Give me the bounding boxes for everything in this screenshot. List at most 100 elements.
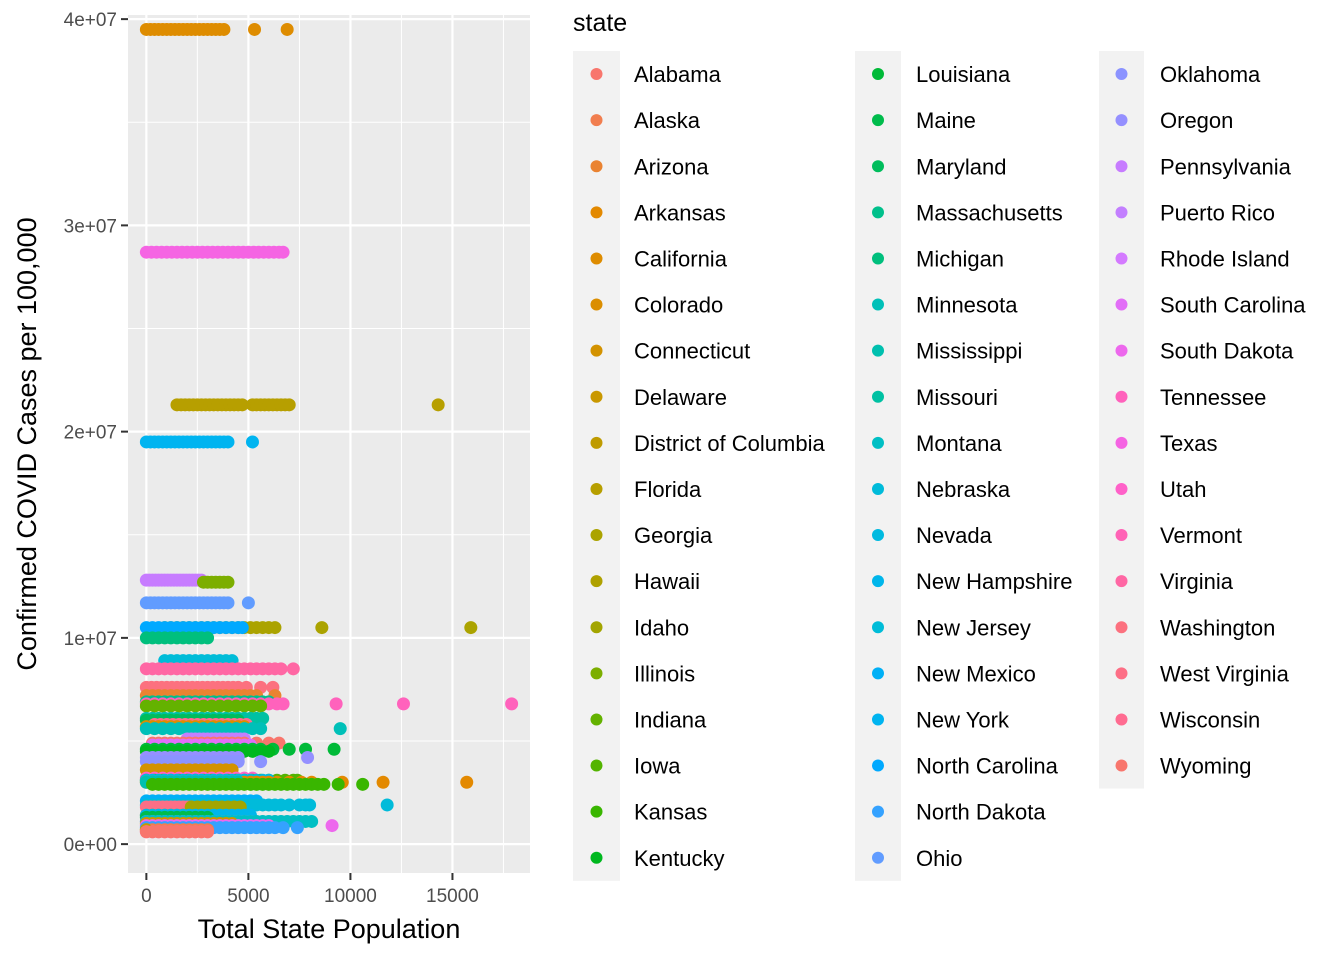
data-point <box>276 697 290 711</box>
legend-key <box>872 298 884 311</box>
legend-key <box>590 298 603 311</box>
legend-key <box>1115 390 1128 403</box>
data-point <box>431 398 445 412</box>
legend-key <box>1115 621 1128 634</box>
legend-key <box>1115 759 1128 772</box>
x-axis-ticks: 0 5000 10000 15000 <box>141 873 479 907</box>
legend-key-background <box>1099 51 1144 789</box>
legend-key <box>590 621 603 634</box>
legend-label: Virginia <box>1160 569 1234 594</box>
legend-label: Colorado <box>634 293 723 318</box>
y-axis-title: Confirmed COVID Cases per 100,000 <box>12 217 42 670</box>
data-point <box>315 621 329 635</box>
legend-key <box>872 759 884 772</box>
data-point <box>286 662 300 676</box>
legend-key <box>872 529 884 542</box>
legend-key <box>590 160 603 173</box>
x-tick-label: 5000 <box>227 886 269 907</box>
legend-key <box>1115 713 1128 726</box>
legend-key <box>1115 114 1128 127</box>
legend-key <box>590 667 603 680</box>
legend-label: Hawaii <box>634 569 700 594</box>
legend-key <box>872 252 884 265</box>
legend-label: Montana <box>916 431 1002 456</box>
legend-label: Massachusetts <box>916 200 1063 225</box>
legend: Alabama Alaska Arizona Arkansas California Co… <box>573 51 1306 881</box>
legend-label: Maryland <box>916 154 1006 179</box>
legend-label: New York <box>916 707 1010 732</box>
legend-key <box>590 482 603 495</box>
legend-label: New Mexico <box>916 661 1036 686</box>
legend-key <box>872 436 884 449</box>
data-point <box>290 821 304 835</box>
data-point <box>460 775 474 789</box>
legend-key <box>872 344 884 357</box>
legend-key <box>1115 206 1128 219</box>
legend-key <box>590 436 603 449</box>
data-point <box>235 621 249 635</box>
y-axis-ticks: 0e+00 1e+07 2e+07 3e+07 4e+07 <box>64 10 128 856</box>
data-point <box>221 435 235 449</box>
legend-key <box>872 575 884 588</box>
legend-label: Delaware <box>634 385 727 410</box>
legend-key <box>872 68 884 81</box>
data-point <box>274 662 288 676</box>
legend-label: North Carolina <box>916 754 1059 779</box>
legend-key <box>590 114 603 127</box>
legend-label: South Carolina <box>1160 293 1306 318</box>
legend-key <box>872 713 884 726</box>
legend-label: Missouri <box>916 385 998 410</box>
legend-label: Rhode Island <box>1160 246 1290 271</box>
grid-minor-lines <box>128 15 530 873</box>
legend-label: Tennessee <box>1160 385 1266 410</box>
legend-key <box>590 805 603 818</box>
legend-label: Illinois <box>634 661 695 686</box>
data-point <box>268 621 282 635</box>
data-point <box>327 742 341 756</box>
legend-key <box>1115 252 1128 265</box>
legend-key <box>1115 436 1128 449</box>
legend-key <box>872 805 884 818</box>
legend-key <box>590 851 603 864</box>
legend-label: Alaska <box>634 108 701 133</box>
legend-key <box>590 68 603 81</box>
legend-key <box>590 529 603 542</box>
data-point <box>201 631 215 645</box>
legend-label: North Dakota <box>916 800 1046 825</box>
legend-key <box>590 344 603 357</box>
legend-label: Oregon <box>1160 108 1233 133</box>
data-point <box>241 596 255 610</box>
data-point <box>505 697 519 711</box>
data-point <box>235 398 249 412</box>
legend-key <box>1115 344 1128 357</box>
x-tick-label: 15000 <box>426 886 479 907</box>
data-point <box>303 798 317 812</box>
legend-label: Kansas <box>634 800 707 825</box>
legend-label: Iowa <box>634 754 681 779</box>
data-point <box>380 798 394 812</box>
data-point <box>280 22 294 36</box>
legend-label: Arkansas <box>634 200 726 225</box>
data-point <box>276 245 290 259</box>
legend-key <box>590 390 603 403</box>
legend-key <box>1115 482 1128 495</box>
legend-label: Minnesota <box>916 293 1018 318</box>
data-point <box>333 722 347 736</box>
legend-key <box>872 667 884 680</box>
legend-key-background <box>573 51 620 881</box>
data-point <box>329 697 343 711</box>
legend-label: Texas <box>1160 431 1217 456</box>
data-point <box>217 22 231 36</box>
legend-label: Indiana <box>634 707 707 732</box>
data-point <box>317 777 331 791</box>
data-point <box>282 798 296 812</box>
legend-label: Nebraska <box>916 477 1011 502</box>
legend-key <box>1115 160 1128 173</box>
data-point <box>464 621 478 635</box>
legend-label: Puerto Rico <box>1160 200 1275 225</box>
legend-label: Vermont <box>1160 523 1242 548</box>
legend-label: New Jersey <box>916 615 1031 640</box>
data-point <box>254 755 268 769</box>
x-axis-title: Total State Population <box>198 914 461 944</box>
